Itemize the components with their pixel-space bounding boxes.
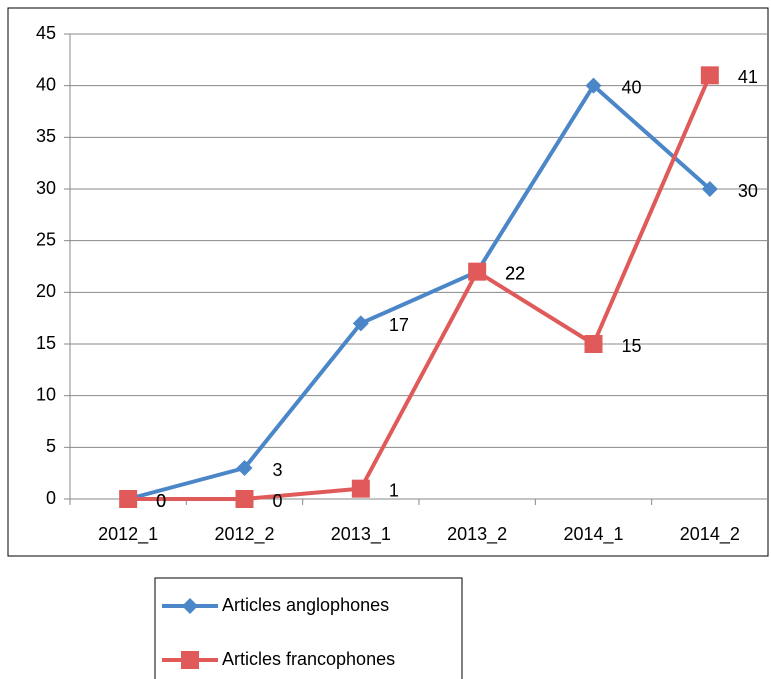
- data-point: [352, 315, 369, 332]
- x-tick-label: 2013_2: [447, 524, 507, 545]
- data-point: [468, 262, 487, 281]
- y-tick-label: 25: [36, 229, 56, 249]
- y-tick-label: 45: [36, 23, 56, 43]
- legend-label: Articles anglophones: [222, 595, 389, 615]
- x-tick-label: 2012_1: [98, 524, 158, 545]
- data-point: [351, 479, 370, 498]
- data-point: [701, 181, 718, 197]
- data-label: 17: [389, 315, 409, 335]
- data-label: 0: [273, 491, 283, 511]
- y-tick-label: 40: [36, 74, 56, 94]
- chart-frame: [7, 7, 769, 557]
- data-label: 3: [273, 460, 283, 480]
- data-point: [236, 460, 253, 476]
- legend-marker: [182, 598, 198, 614]
- x-tick-label: 2013_1: [331, 524, 391, 545]
- data-label: 1: [389, 480, 399, 500]
- data-label: 0: [156, 491, 166, 511]
- y-tick-label: 35: [36, 126, 56, 146]
- data-label: 0: [156, 491, 166, 511]
- legend-box: [154, 577, 463, 679]
- series-line: [127, 83, 712, 501]
- data-label: 15: [622, 336, 642, 356]
- legend-marker: [181, 651, 199, 669]
- y-tick-label: 20: [36, 281, 56, 301]
- data-label: 30: [738, 181, 758, 201]
- data-point: [585, 77, 602, 94]
- data-label: 22: [505, 263, 525, 283]
- y-tick-label: 30: [36, 178, 56, 198]
- series-line: [128, 74, 712, 501]
- data-point: [235, 490, 254, 508]
- data-point: [700, 66, 719, 85]
- data-label: 41: [738, 67, 758, 87]
- data-label: 22: [505, 263, 525, 283]
- x-tick-label: 2012_2: [214, 524, 274, 545]
- y-tick-label: 5: [46, 436, 56, 456]
- data-label: 40: [622, 77, 642, 97]
- x-tick-label: 2014_1: [563, 524, 623, 545]
- x-tick-label: 2014_2: [680, 524, 740, 545]
- legend-label: Articles francophones: [222, 649, 395, 669]
- data-point: [119, 490, 138, 508]
- y-tick-label: 0: [46, 488, 56, 508]
- data-point: [584, 335, 603, 353]
- y-tick-label: 15: [36, 333, 56, 353]
- y-tick-label: 10: [36, 384, 56, 404]
